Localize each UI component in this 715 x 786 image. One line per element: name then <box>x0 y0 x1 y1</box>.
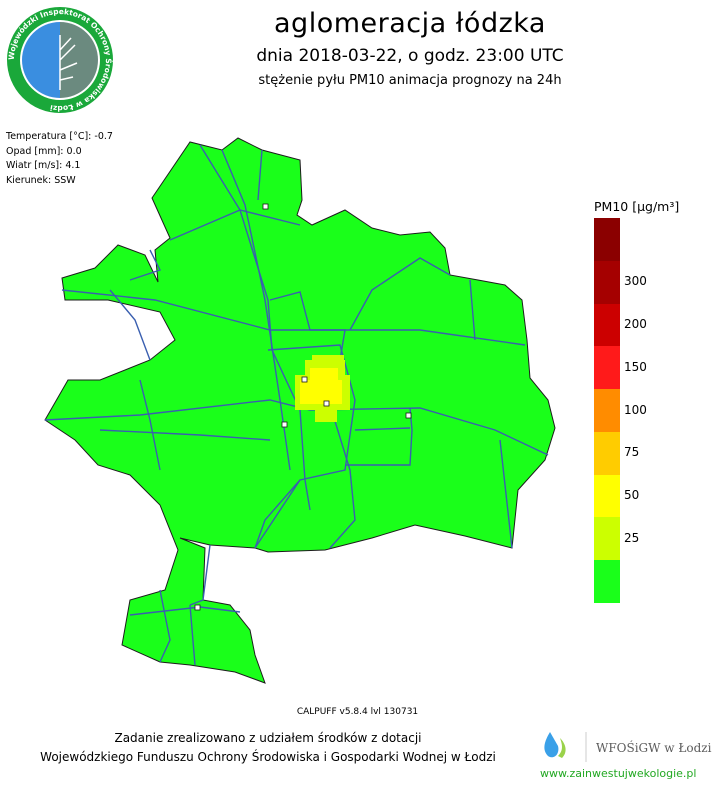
legend-class-swatch <box>594 389 620 433</box>
model-version: CALPUFF v5.8.4 lvl 130731 <box>296 707 419 717</box>
legend-tick-label: 50 <box>624 488 640 503</box>
agglomeration-map <box>44 137 556 684</box>
wfosigw-logo-icon <box>544 732 587 762</box>
meteo-panel: Temperatura [°C]: -0.7 Opad [mm]: 0.0 Wi… <box>6 130 113 188</box>
measurement-stations <box>194 203 412 611</box>
footer-line-2: Wojewódzkiego Funduszu Ochrony Środowisk… <box>40 750 496 764</box>
page-description: stężenie pyłu PM10 animacja prognozy na … <box>258 73 562 88</box>
legend-tick-label: 25 <box>624 530 640 545</box>
footer-line-1: Zadanie zrealizowano z udziałem środków … <box>114 731 422 745</box>
legend-class-swatch <box>594 303 620 347</box>
legend-tick-label: 100 <box>624 402 647 417</box>
legend-class-swatch <box>594 474 620 518</box>
legend-class-swatch <box>594 346 620 390</box>
legend-class-swatch <box>594 218 620 262</box>
wind-readout: Wiatr [m/s]: 4.1 <box>6 160 81 171</box>
legend-tick-label: 300 <box>624 274 647 289</box>
legend-class-swatch <box>594 431 620 476</box>
legend-tick-label: 150 <box>624 359 647 374</box>
legend-tick-label: 75 <box>624 445 640 460</box>
wios-logo: Wojewódzki Inspektorat Ochrony Środowisk… <box>7 7 113 113</box>
legend-title: PM10 [µg/m³] <box>594 199 680 214</box>
legend-tick-label: 200 <box>624 316 647 331</box>
legend-colorbar <box>594 218 620 604</box>
page-title: aglomeracja łódzka <box>274 8 546 39</box>
page-subtitle: dnia 2018-03-22, o godz. 23:00 UTC <box>256 46 564 66</box>
wfosigw-name: WFOŚiGW w Łodzi <box>596 741 712 755</box>
legend-class-swatch <box>594 560 620 604</box>
temperature-readout: Temperatura [°C]: -0.7 <box>6 131 113 142</box>
legend-class-swatch <box>594 260 620 305</box>
legend-class-swatch <box>594 517 620 561</box>
precipitation-readout: Opad [mm]: 0.0 <box>6 145 82 157</box>
website-link[interactable]: www.zainwestujwekologie.pl <box>540 767 697 780</box>
wind-direction-readout: Kierunek: SSW <box>6 174 76 186</box>
